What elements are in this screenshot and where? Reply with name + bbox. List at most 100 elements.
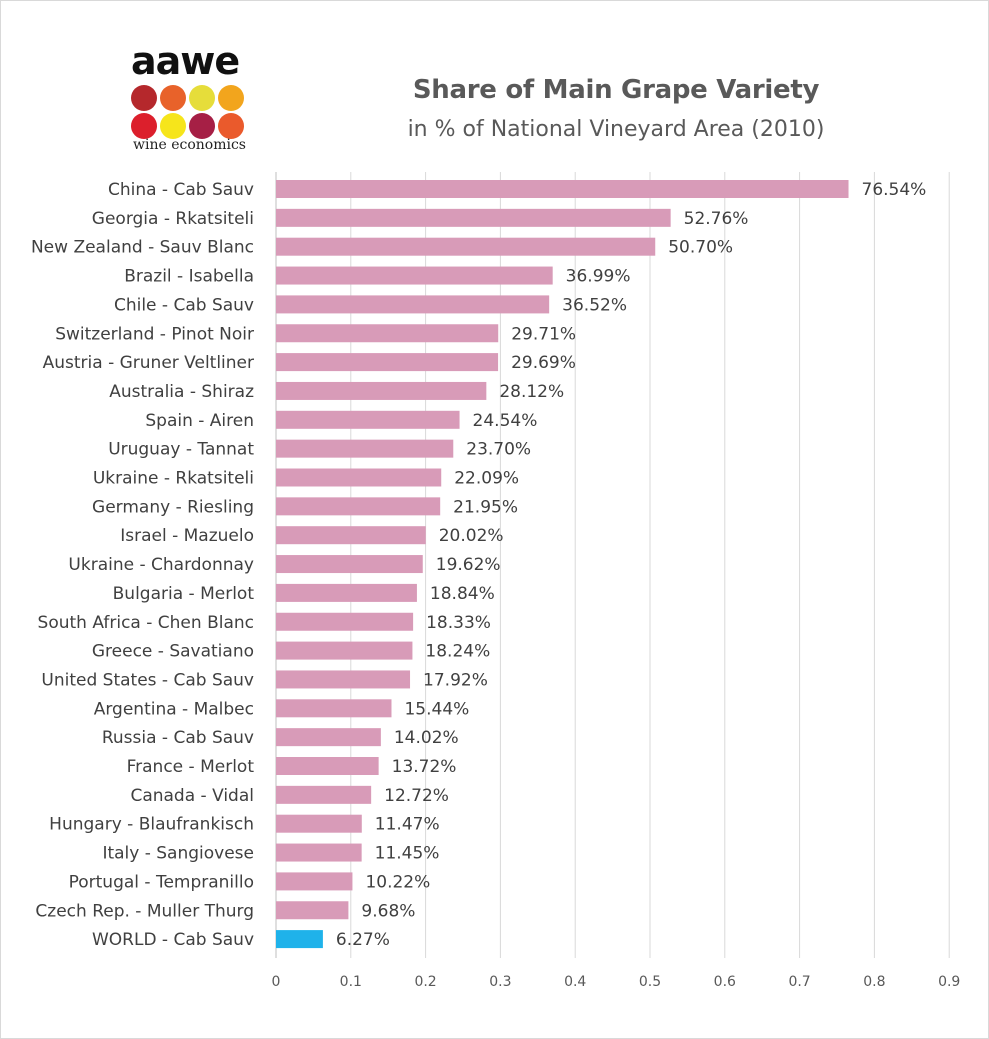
- logo-dot: [131, 85, 157, 111]
- value-label: 6.27%: [336, 930, 390, 950]
- value-label: 18.33%: [426, 613, 491, 633]
- logo-dot: [218, 113, 244, 139]
- bar: [276, 555, 423, 574]
- category-label: New Zealand - Sauv Blanc: [31, 238, 254, 258]
- bar: [276, 901, 349, 920]
- bar: [276, 843, 362, 862]
- value-label: 36.99%: [566, 267, 631, 287]
- aawe-logo: aawe wine economics: [129, 41, 249, 157]
- bar: [276, 814, 362, 833]
- bar: [276, 353, 499, 372]
- bar: [276, 872, 353, 891]
- category-label: Italy - Sangiovese: [102, 844, 254, 864]
- bar: [276, 728, 381, 747]
- category-label: Bulgaria - Merlot: [113, 584, 255, 604]
- value-label: 29.71%: [511, 324, 576, 344]
- x-tick-label: 0.7: [788, 974, 810, 990]
- category-label: Australia - Shiraz: [109, 382, 254, 402]
- logo-subtitle: wine economics: [133, 137, 246, 153]
- value-label: 11.47%: [375, 815, 440, 835]
- value-label: 50.70%: [668, 238, 733, 258]
- value-label: 76.54%: [862, 180, 927, 200]
- category-label: Israel - Mazuelo: [120, 526, 254, 546]
- category-label: Hungary - Blaufrankisch: [49, 815, 254, 835]
- value-label: 18.24%: [425, 642, 490, 662]
- category-label: United States - Cab Sauv: [41, 670, 254, 690]
- value-label: 10.22%: [365, 872, 430, 892]
- bar: [276, 468, 442, 487]
- x-tick-label: 0.6: [714, 974, 736, 990]
- category-label: Georgia - Rkatsiteli: [92, 209, 254, 229]
- bar: [276, 930, 323, 949]
- bar: [276, 641, 413, 660]
- category-label: Russia - Cab Sauv: [102, 728, 254, 748]
- category-label: Chile - Cab Sauv: [114, 295, 254, 315]
- chart-subtitle: in % of National Vineyard Area (2010): [407, 117, 825, 142]
- value-label: 14.02%: [394, 728, 459, 748]
- bar: [276, 612, 414, 631]
- x-tick-label: 0.1: [340, 974, 362, 990]
- category-label: Greece - Savatiano: [92, 642, 254, 662]
- bar: [276, 526, 426, 545]
- x-tick-label: 0.5: [639, 974, 661, 990]
- category-label: Uruguay - Tannat: [108, 440, 254, 460]
- value-label: 15.44%: [404, 699, 469, 719]
- bar: [276, 266, 553, 285]
- bar: [276, 381, 487, 400]
- x-tick-label: 0: [272, 974, 281, 990]
- value-label: 12.72%: [384, 786, 449, 806]
- logo-dot: [189, 85, 215, 111]
- bar: [276, 237, 656, 256]
- logo-dot: [160, 113, 186, 139]
- value-label: 11.45%: [375, 844, 440, 864]
- bar: [276, 208, 671, 227]
- bar: [276, 324, 499, 343]
- value-label: 18.84%: [430, 584, 495, 604]
- category-label: Brazil - Isabella: [124, 267, 254, 287]
- category-label: China - Cab Sauv: [108, 180, 254, 200]
- logo-dot: [189, 113, 215, 139]
- value-label: 13.72%: [392, 757, 457, 777]
- x-tick-label: 0.9: [938, 974, 960, 990]
- bar: [276, 410, 460, 429]
- chart-title: Share of Main Grape Variety: [412, 75, 820, 105]
- category-label: South Africa - Chen Blanc: [38, 613, 254, 633]
- bar: [276, 180, 849, 198]
- logo-wordmark: aawe: [131, 39, 240, 83]
- bar: [276, 785, 372, 804]
- logo-dot: [160, 85, 186, 111]
- category-label: Canada - Vidal: [130, 786, 254, 806]
- category-label: Czech Rep. - Muller Thurg: [35, 901, 254, 921]
- category-label: Portugal - Tempranillo: [69, 872, 254, 892]
- value-label: 21.95%: [453, 497, 518, 517]
- value-label: 19.62%: [436, 555, 501, 575]
- category-label: Germany - Riesling: [92, 497, 254, 517]
- value-label: 9.68%: [361, 901, 415, 921]
- value-label: 52.76%: [684, 209, 749, 229]
- bar: [276, 699, 392, 718]
- value-label: 23.70%: [466, 440, 531, 460]
- x-tick-label: 0.2: [414, 974, 436, 990]
- bar: [276, 757, 379, 775]
- category-label: Spain - Airen: [145, 411, 254, 431]
- category-label: France - Merlot: [127, 757, 255, 777]
- value-label: 24.54%: [473, 411, 538, 431]
- bar: [276, 497, 441, 516]
- value-label: 22.09%: [454, 469, 519, 489]
- category-label: WORLD - Cab Sauv: [92, 930, 254, 950]
- logo-dot: [131, 113, 157, 139]
- x-tick-label: 0.4: [564, 974, 586, 990]
- category-label: Switzerland - Pinot Noir: [55, 324, 254, 344]
- value-label: 28.12%: [499, 382, 564, 402]
- x-tick-label: 0.8: [863, 974, 885, 990]
- category-label: Ukraine - Chardonnay: [68, 555, 254, 575]
- x-tick-label: 0.3: [489, 974, 511, 990]
- category-label: Ukraine - Rkatsiteli: [93, 469, 254, 489]
- logo-dot: [218, 85, 244, 111]
- category-label: Austria - Gruner Veltliner: [43, 353, 254, 373]
- value-label: 29.69%: [511, 353, 576, 373]
- bar: [276, 583, 417, 602]
- category-label: Argentina - Malbec: [94, 699, 254, 719]
